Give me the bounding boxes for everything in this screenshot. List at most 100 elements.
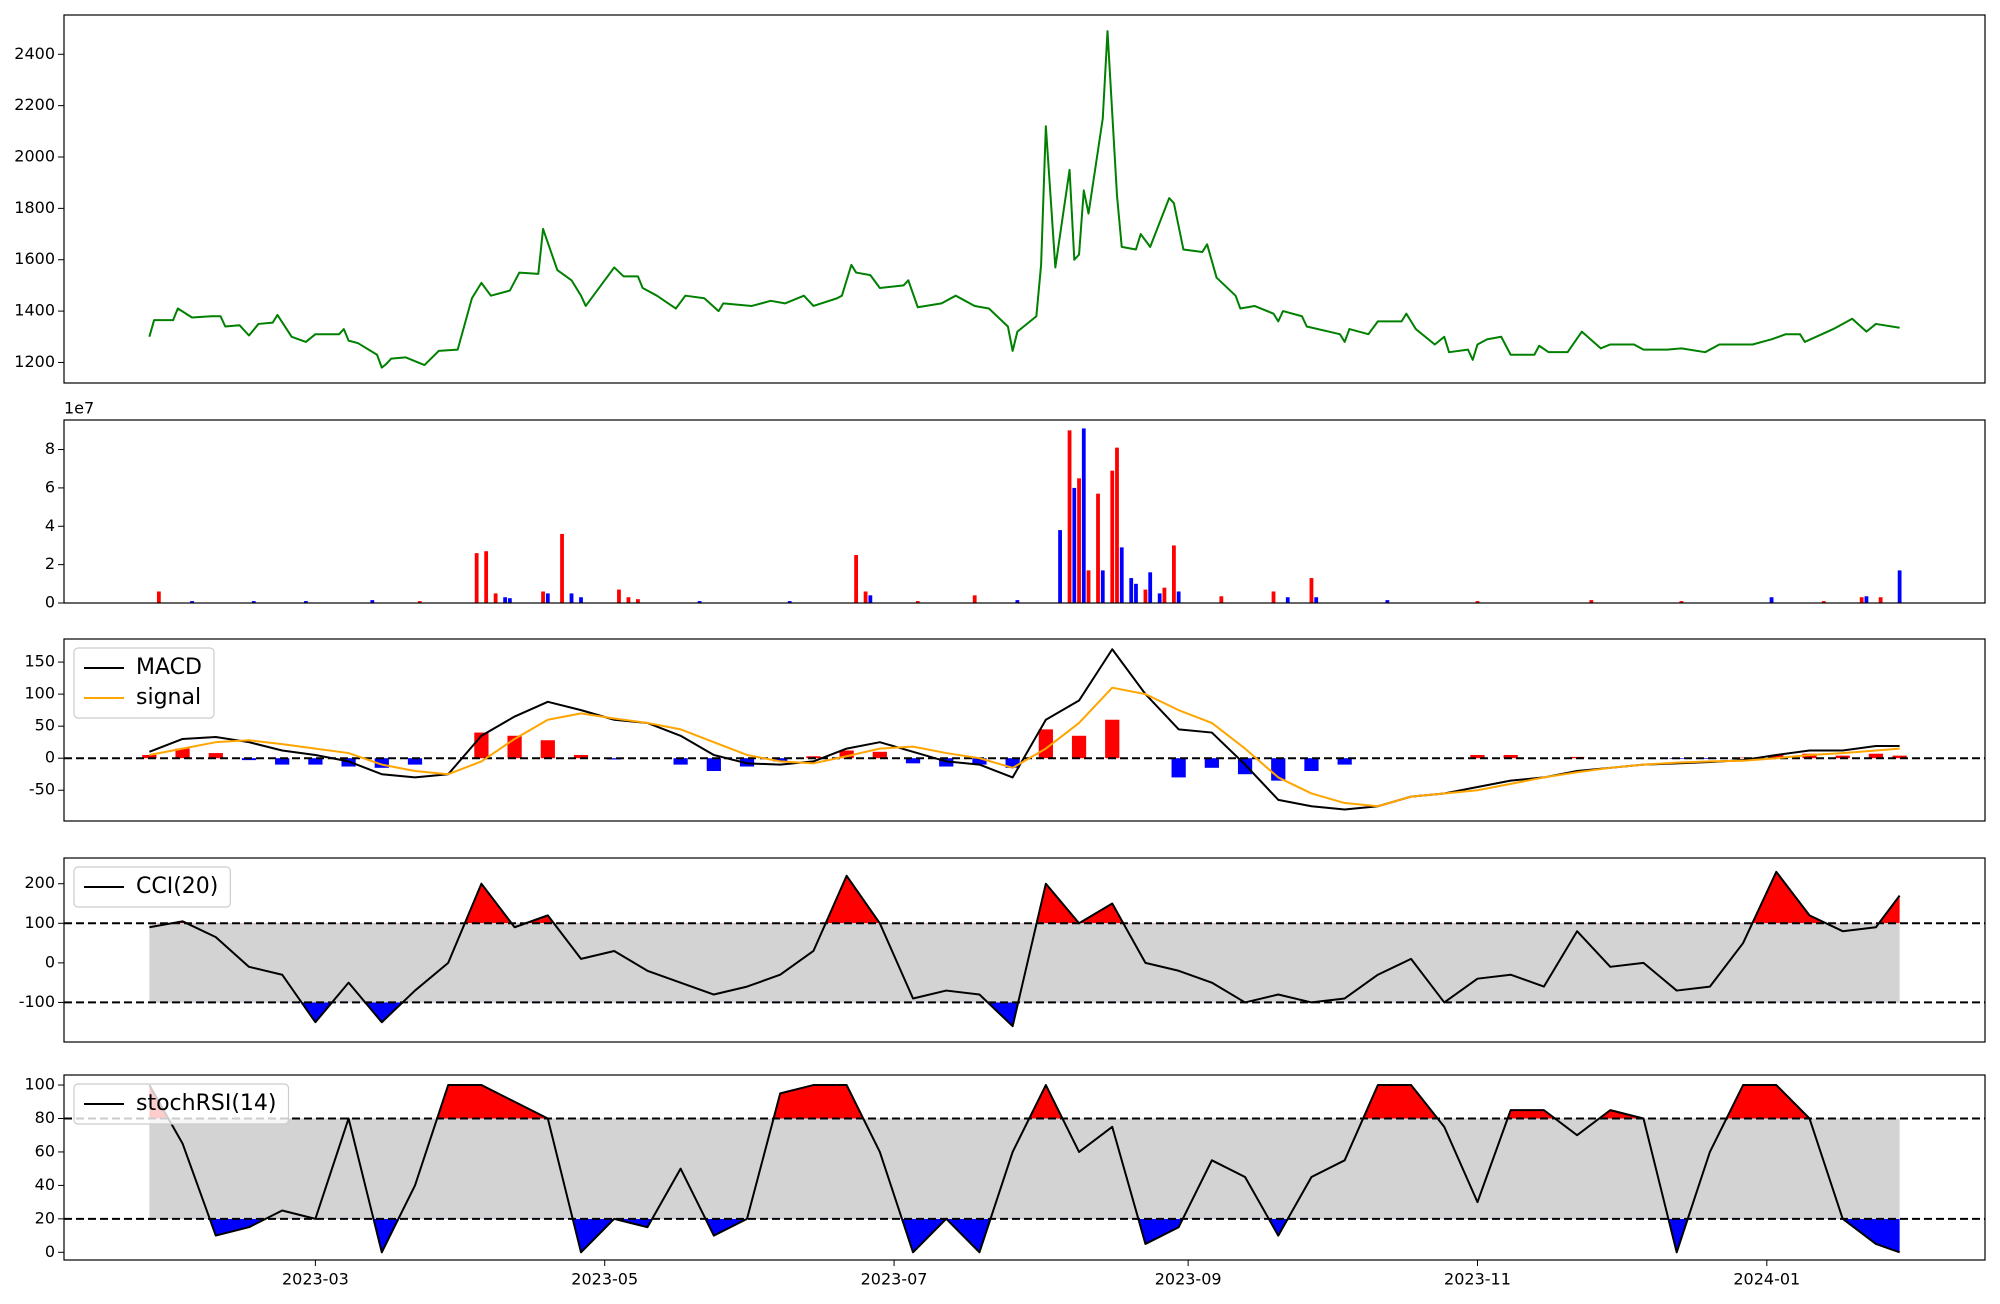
bar: [569, 593, 574, 603]
bar: [1309, 578, 1314, 603]
y-tick-label: 0: [45, 593, 55, 612]
histogram-bar: [1868, 753, 1884, 759]
bar: [1119, 547, 1124, 603]
histogram-bar: [142, 754, 157, 759]
x-tick-label: 2023-03: [282, 1270, 349, 1289]
y-tick-label: 100: [24, 1075, 55, 1094]
y-tick-label: 80: [35, 1108, 55, 1127]
bar: [1859, 597, 1864, 603]
bar: [1081, 428, 1086, 603]
y-tick-label: 1200: [14, 352, 55, 371]
bar: [863, 591, 868, 603]
y-tick-label: -50: [29, 780, 55, 799]
bar: [697, 601, 702, 603]
legend-label: signal: [136, 685, 201, 710]
bar: [484, 551, 489, 603]
y-tick-label: 0: [45, 952, 55, 971]
y-tick-label: 40: [35, 1175, 55, 1194]
y-tick-label: 4: [45, 516, 55, 535]
bar: [1271, 591, 1276, 603]
bar: [1821, 601, 1826, 603]
band-area: [149, 1118, 1900, 1219]
histogram-bar: [540, 740, 555, 759]
histogram-bar: [1105, 719, 1120, 759]
histogram-bar: [972, 758, 987, 765]
axes-frame: [63, 419, 1986, 604]
series-line: [149, 870, 1901, 1028]
y-tick-label: 20: [35, 1208, 55, 1227]
bar: [868, 595, 873, 603]
series-line: [148, 30, 1900, 369]
bar: [156, 591, 161, 603]
bar: [1769, 597, 1774, 603]
bar: [1148, 572, 1153, 603]
bar: [507, 598, 512, 603]
histogram-bar: [1835, 755, 1850, 759]
axes-frame: [63, 638, 1986, 822]
bar: [1096, 493, 1100, 603]
bar: [854, 555, 859, 603]
bar: [560, 533, 564, 603]
bar: [626, 597, 631, 603]
histogram-bar: [773, 758, 788, 762]
histogram-bar: [673, 758, 688, 765]
y-tick-label: 150: [24, 652, 55, 671]
bar: [1285, 597, 1290, 603]
axes-frame: [63, 14, 1986, 384]
bar: [541, 591, 545, 603]
bar: [545, 593, 550, 603]
y-tick-label: 200: [24, 873, 55, 892]
axes-frame: [63, 1074, 1986, 1261]
x-tick-label: 2023-07: [861, 1270, 928, 1289]
y-tick-label: 2200: [14, 95, 55, 114]
bar: [251, 601, 256, 603]
legend-label: CCI(20): [136, 874, 218, 899]
histogram-bar: [1204, 758, 1219, 768]
bar: [1172, 545, 1176, 603]
bar: [1077, 478, 1081, 603]
histogram-bar: [374, 758, 389, 768]
bar: [1134, 583, 1138, 603]
bar: [503, 597, 508, 603]
y-tick-label: -100: [19, 992, 55, 1011]
y-tick-label: 8: [45, 439, 55, 458]
legend-box: [73, 866, 231, 908]
histogram-bar: [1171, 758, 1186, 778]
legend-label: MACD: [136, 655, 202, 680]
histogram-bar: [407, 758, 423, 765]
histogram-bar: [706, 758, 721, 772]
bar: [636, 599, 640, 603]
histogram-bar: [607, 758, 622, 760]
bar: [304, 601, 308, 603]
histogram-bar: [872, 751, 887, 759]
bar: [1110, 470, 1115, 603]
bar: [1176, 591, 1181, 603]
histogram-bar: [1769, 754, 1784, 759]
y-tick-label: 2: [45, 554, 55, 573]
bar: [1475, 601, 1480, 603]
histogram-bar: [1892, 755, 1907, 759]
bar: [1679, 601, 1684, 603]
y-tick-label: 6: [45, 477, 55, 496]
bar: [787, 601, 792, 603]
x-tick-label: 2023-05: [571, 1270, 638, 1289]
y-tick-label: 50: [35, 716, 55, 735]
bar: [1157, 593, 1162, 603]
histogram-bar: [1071, 735, 1087, 759]
histogram-bar: [905, 758, 921, 764]
histogram-bar: [208, 753, 223, 759]
legend-label: stochRSI(14): [136, 1091, 277, 1116]
legend-box: [73, 647, 215, 719]
histogram-bar: [1735, 757, 1751, 759]
bar: [1143, 589, 1148, 603]
y-tick-label: 0: [45, 1242, 55, 1261]
above-fill: [149, 1085, 1900, 1119]
axes-frame: [63, 857, 1986, 1043]
bar: [1067, 430, 1072, 603]
bar: [1878, 597, 1883, 603]
series-line: [149, 648, 1900, 811]
y-tick-label: 0: [45, 748, 55, 767]
axis-offset-label: 1e7: [64, 399, 94, 418]
